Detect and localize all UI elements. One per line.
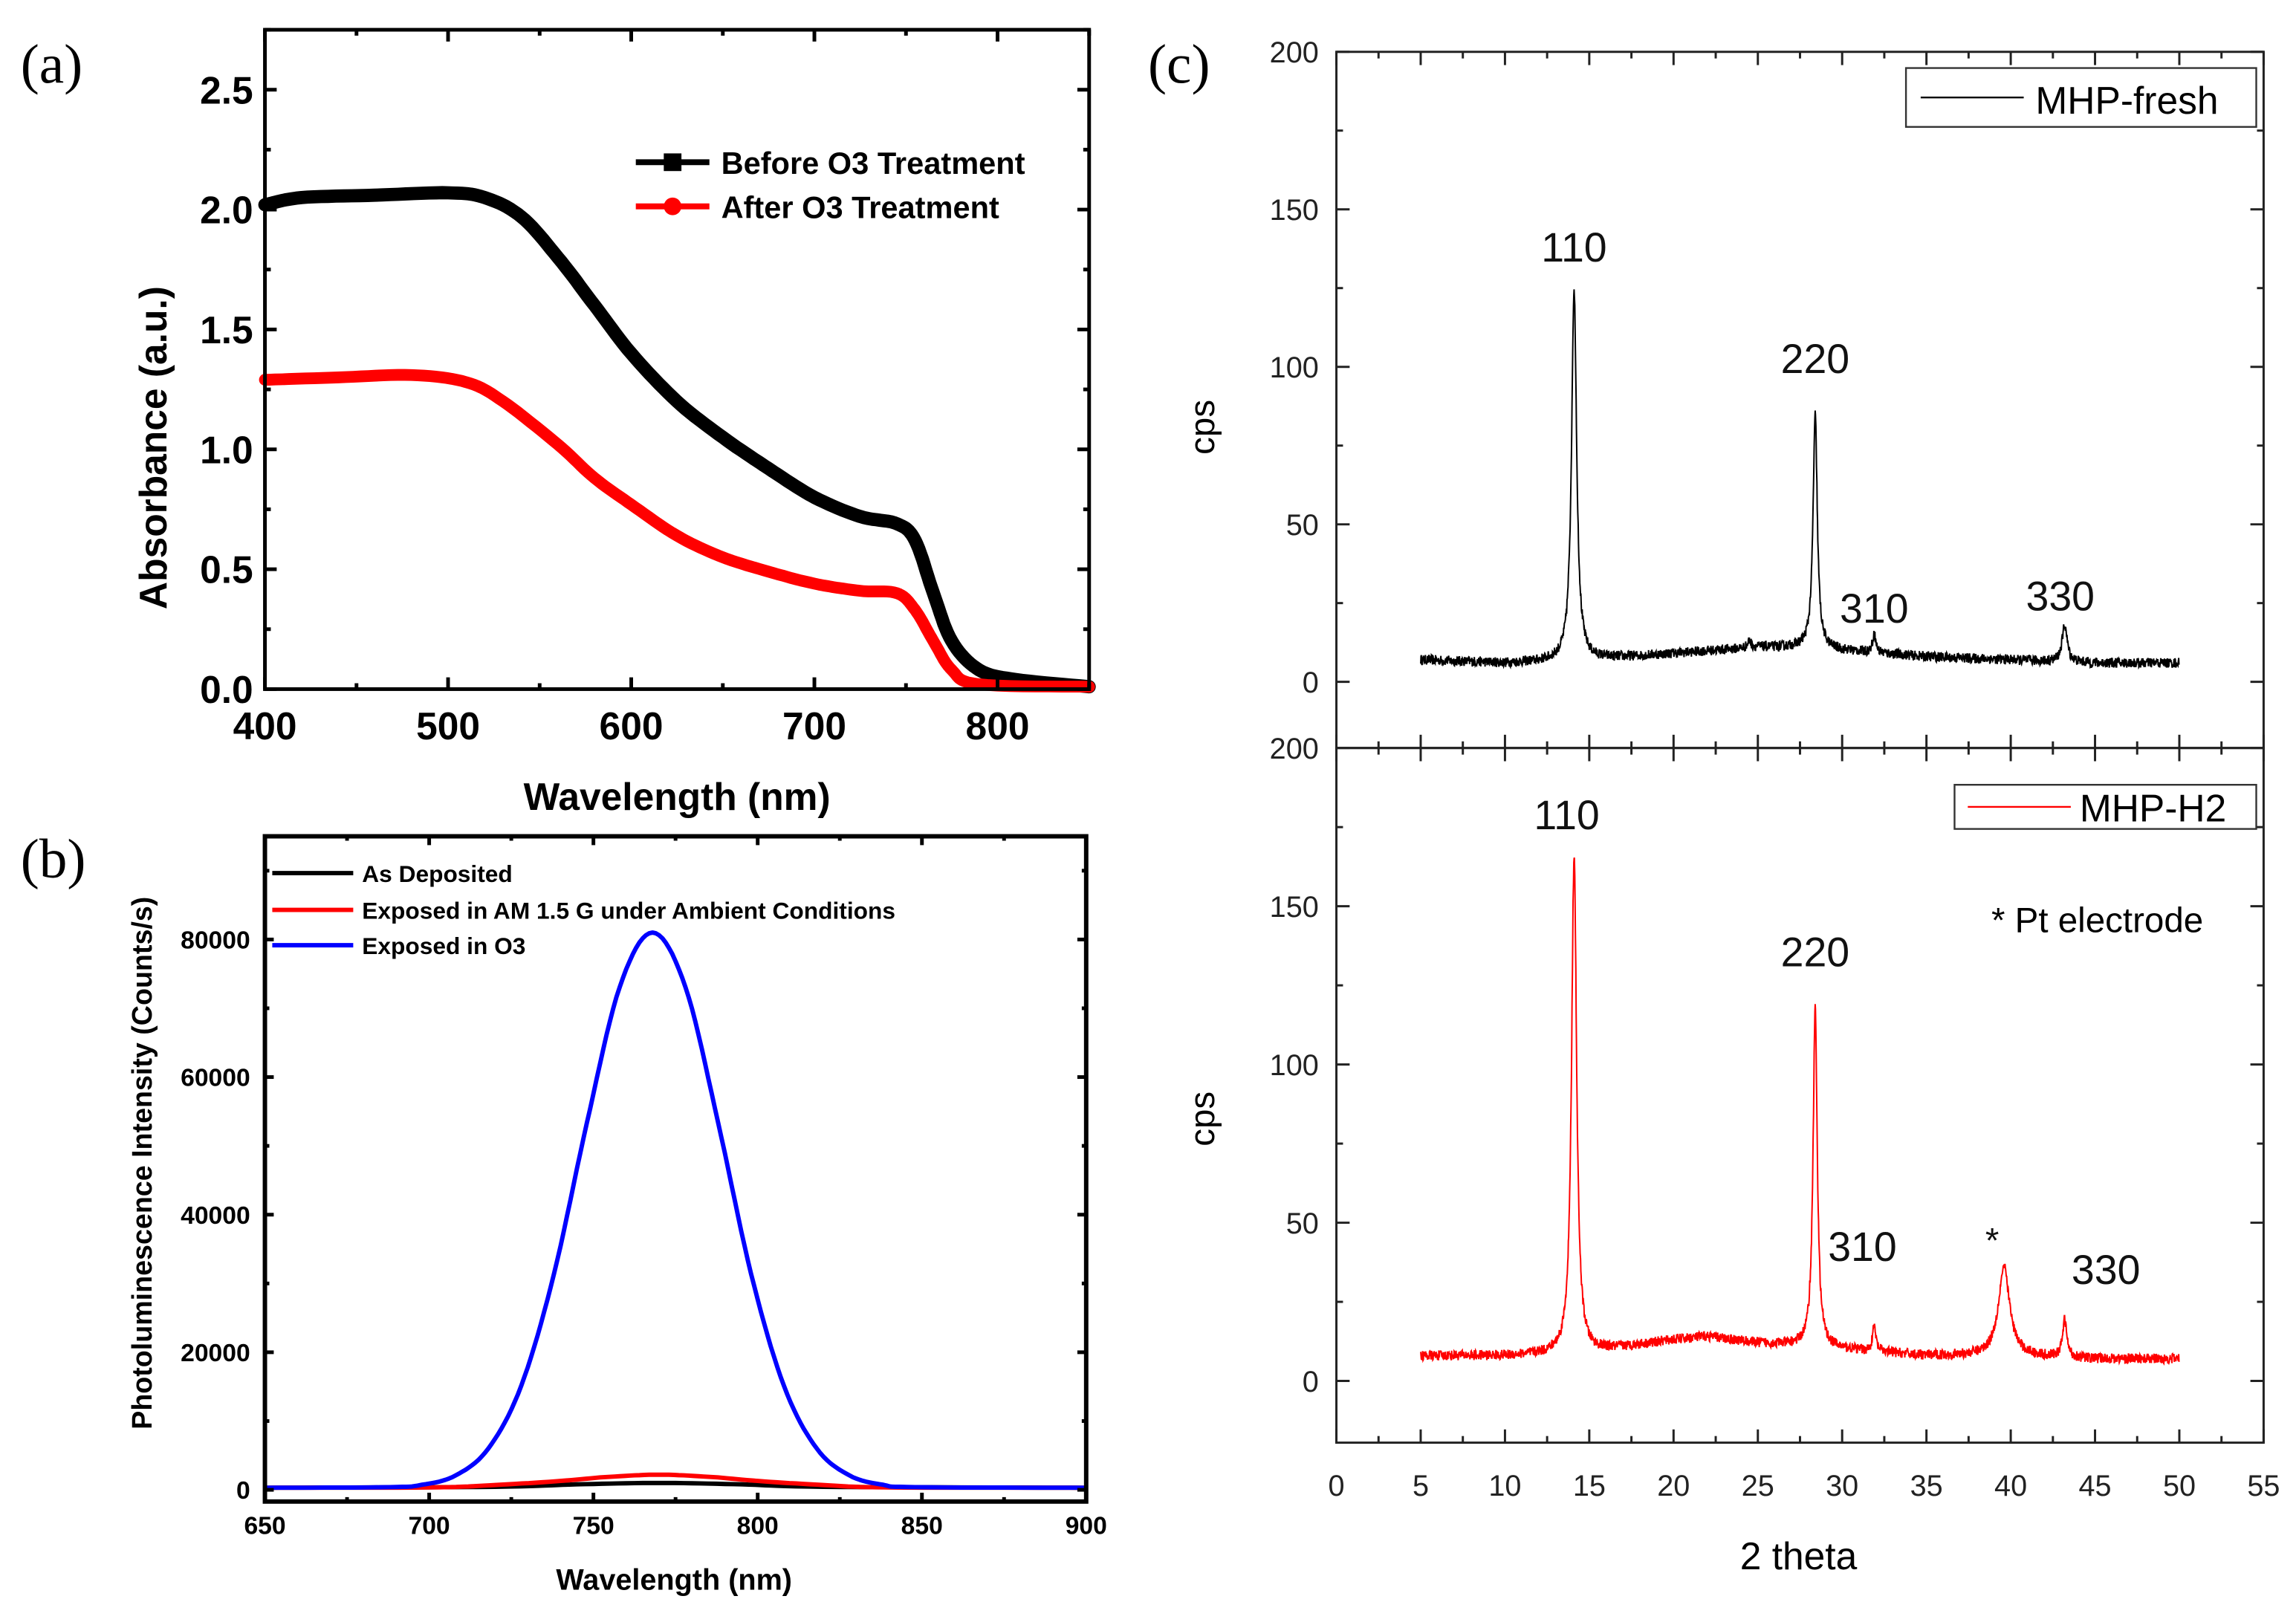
legend-label-o3: Exposed in O3	[362, 933, 525, 959]
panel-c-top-ytick-label: 100	[1270, 351, 1319, 384]
panel-b-xtick-label: 700	[409, 1512, 450, 1540]
panel-a-ytick-label: 1.0	[200, 428, 253, 471]
legend-label-as-deposited: As Deposited	[362, 860, 513, 887]
panel-c-bottom-xtick-label: 25	[1742, 1470, 1774, 1502]
panel-c-bottom-ylabel: cps	[1183, 1092, 1222, 1146]
panel-c-top-ylabel: cps	[1183, 400, 1222, 455]
panel-a: (a) Wavelength (nm) Absorbance (a.u.) Be…	[21, 27, 1096, 818]
panel-b-xtick-label: 900	[1066, 1512, 1107, 1540]
peak-label: 110	[1541, 224, 1606, 270]
peak-label: 330	[2026, 574, 2095, 620]
peak-label: 310	[1840, 586, 1909, 632]
panel-c-label: (c)	[1148, 33, 1210, 95]
panel-b-ytick-label: 80000	[181, 927, 250, 955]
panel-b-ytick-label: 60000	[181, 1065, 250, 1092]
series-line-mhp-h2	[1420, 857, 2180, 1366]
pt-electrode-annotation: * Pt electrode	[1991, 901, 2203, 940]
panel-c-bottom-xtick-label: 35	[1910, 1470, 1943, 1502]
panel-c-bottom-ytick-label: 0	[1303, 1366, 1319, 1398]
panel-b-ylabel: Photoluminescence Intensity (Counts/s)	[126, 897, 158, 1430]
panel-c-bottom-xtick-label: 40	[1994, 1470, 2027, 1502]
panel-b-ytick-label: 20000	[181, 1340, 250, 1367]
panel-c-bottom-xtick-label: 5	[1413, 1470, 1429, 1502]
panel-c-bottom-xtick-label: 30	[1826, 1470, 1858, 1502]
panel-c-bottom-xtick-label: 0	[1329, 1470, 1345, 1502]
panel-a-ylabel: Absorbance (a.u.)	[132, 286, 175, 609]
panel-c-bottom-xtick-label: 15	[1573, 1470, 1606, 1502]
peak-label: 330	[2072, 1247, 2141, 1293]
panel-c-top-ytick-label: 50	[1286, 509, 1319, 542]
panel-c-bottom-xtick-label: 10	[1488, 1470, 1521, 1502]
peak-label: 310	[1828, 1224, 1897, 1270]
legend-label-h2: MHP-H2	[2080, 787, 2226, 830]
panel-b-ytick-label: 0	[236, 1477, 250, 1505]
panel-a-ytick-label: 1.5	[200, 308, 253, 351]
panel-c-bottom-legend: MHP-H2	[1953, 784, 2257, 830]
peak-label: *	[1985, 1221, 2000, 1260]
series-line-o3	[265, 930, 1086, 1491]
panel-b-xtick-label: 650	[244, 1512, 285, 1540]
panel-b-legend: As Deposited Exposed in AM 1.5 G under A…	[272, 860, 895, 959]
panel-b-xtick-label: 750	[573, 1512, 614, 1540]
series-line-before-o3	[258, 186, 1096, 694]
panel-c-bottom-xtick-label: 50	[2163, 1470, 2196, 1502]
panel-a-xtick-label: 800	[966, 704, 1030, 747]
panel-a-label: (a)	[21, 33, 83, 95]
panel-b-xtick-label: 800	[737, 1512, 779, 1540]
panel-a-ytick-label: 2.5	[200, 68, 253, 111]
panel-a-ytick-label: 2.0	[200, 189, 253, 232]
panel-c-top-ytick-label: 150	[1270, 194, 1319, 227]
panel-b-ytick-label: 40000	[181, 1202, 250, 1230]
panel-a-xtick-label: 500	[416, 704, 480, 747]
panel-c-top-ytick-label: 200	[1270, 36, 1319, 69]
panel-a-xtick-label: 600	[600, 704, 664, 747]
panel-c-bottom-ytick-label: 100	[1270, 1049, 1319, 1082]
peak-label: 220	[1781, 336, 1850, 382]
series-line-mhp-fresh	[1420, 289, 2180, 670]
panel-c-bottom-xtick-label: 20	[1657, 1470, 1690, 1502]
panel-c-bottom-xtick-label: 45	[2079, 1470, 2112, 1502]
series-line-am15g	[265, 1472, 1086, 1491]
panel-a-ytick-label: 0.5	[200, 548, 253, 591]
panel-a-legend: Before O3 Treatment After O3 Treatment	[635, 146, 1025, 225]
panel-b-label: (b)	[21, 828, 86, 890]
panel-c-xlabel: 2 theta	[1740, 1534, 1858, 1577]
panel-a-xtick-label: 400	[233, 704, 297, 747]
panel-b-xtick-label: 850	[901, 1512, 943, 1540]
panel-a-xtick-label: 700	[782, 704, 846, 747]
legend-label-after: After O3 Treatment	[721, 190, 999, 225]
panel-c-top-legend: MHP-fresh	[1904, 67, 2257, 128]
panel-c-bottom-ytick-label: 50	[1286, 1207, 1319, 1240]
series-line-after-o3	[259, 369, 1095, 693]
panel-b-xlabel: Wavelength (nm)	[556, 1564, 792, 1597]
legend-label-am15g: Exposed in AM 1.5 G under Ambient Condit…	[362, 897, 895, 924]
panel-a-ytick-label: 0.0	[200, 668, 253, 711]
panel-c-bottom-xtick-label: 55	[2247, 1470, 2280, 1502]
legend-circle-marker-icon	[664, 197, 682, 215]
panel-b: (b) Wavelength (nm) Photoluminescence In…	[21, 828, 1107, 1597]
legend-label-fresh: MHP-fresh	[2035, 79, 2218, 122]
panel-a-plot-frame	[263, 27, 1092, 691]
panel-c-bottom-ytick-label: 200	[1270, 733, 1319, 765]
peak-label: 110	[1534, 792, 1599, 838]
legend-label-before: Before O3 Treatment	[721, 146, 1025, 181]
panel-c-bottom-ytick-label: 150	[1270, 891, 1319, 924]
panel-c-top-ytick-label: 0	[1303, 666, 1319, 699]
peak-label: 220	[1781, 929, 1850, 975]
legend-square-marker-icon	[664, 153, 682, 172]
panel-c: (c) 2 theta cps cps MHP-fresh MHP-H2 * P…	[1148, 33, 2280, 1577]
panel-a-xlabel: Wavelength (nm)	[524, 775, 831, 818]
